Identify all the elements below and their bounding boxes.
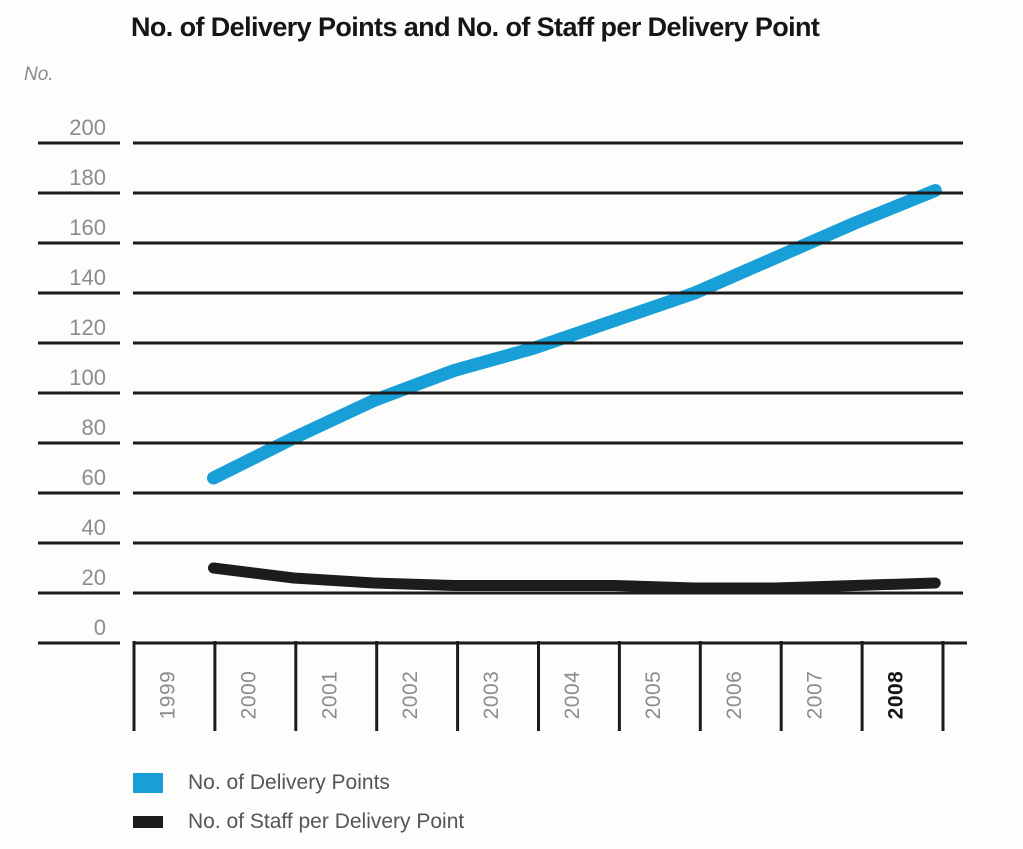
y-tick-label: 20 — [82, 565, 106, 590]
chart-legend: No. of Delivery Points No. of Staff per … — [133, 771, 464, 834]
delivery-points-swatch-icon — [133, 773, 163, 793]
y-tick-label: 160 — [69, 215, 106, 240]
legend-item-delivery-points: No. of Delivery Points — [133, 771, 464, 795]
x-year-label: 2007 — [804, 671, 827, 720]
x-year-label: 2004 — [561, 671, 584, 720]
x-year-label: 2002 — [399, 671, 422, 720]
x-year-label: 2003 — [480, 671, 503, 720]
y-tick-label: 180 — [69, 165, 106, 190]
y-tick-label: 100 — [69, 365, 106, 390]
legend-swatch-box — [133, 816, 163, 828]
y-tick-label: 140 — [69, 265, 106, 290]
y-tick-label: 80 — [82, 415, 106, 440]
y-tick-label: 0 — [94, 615, 106, 640]
chart-title: No. of Delivery Points and No. of Staff … — [131, 12, 820, 42]
x-year-label: 2005 — [642, 671, 665, 720]
y-tick-label: 40 — [82, 515, 106, 540]
series-line-delivery-points — [207, 184, 942, 485]
y-axis-unit-label: No. — [24, 64, 54, 85]
staff-per-delivery-point-swatch-icon — [133, 816, 163, 828]
y-tick-label: 120 — [69, 315, 106, 340]
y-tick-label: 200 — [69, 115, 106, 140]
legend-item-staff-per-delivery-point: No. of Staff per Delivery Point — [133, 810, 464, 834]
chart-plot-area: 0 20 40 60 80 100 120 140 160 180 200 1999 2000 2001 2… — [38, 115, 967, 731]
x-year-label: 2006 — [723, 671, 746, 720]
y-tick-label: 60 — [82, 465, 106, 490]
x-year-label: 2008 — [885, 671, 908, 720]
series-line-staff-per-delivery-point — [208, 562, 941, 594]
x-year-label: 2001 — [318, 671, 341, 720]
legend-swatch-box — [133, 773, 163, 793]
legend-label-delivery-points: No. of Delivery Points — [188, 771, 390, 794]
x-year-label: 1999 — [156, 671, 179, 720]
x-year-label: 2000 — [237, 671, 260, 720]
legend-label-staff-per-delivery-point: No. of Staff per Delivery Point — [188, 810, 465, 833]
